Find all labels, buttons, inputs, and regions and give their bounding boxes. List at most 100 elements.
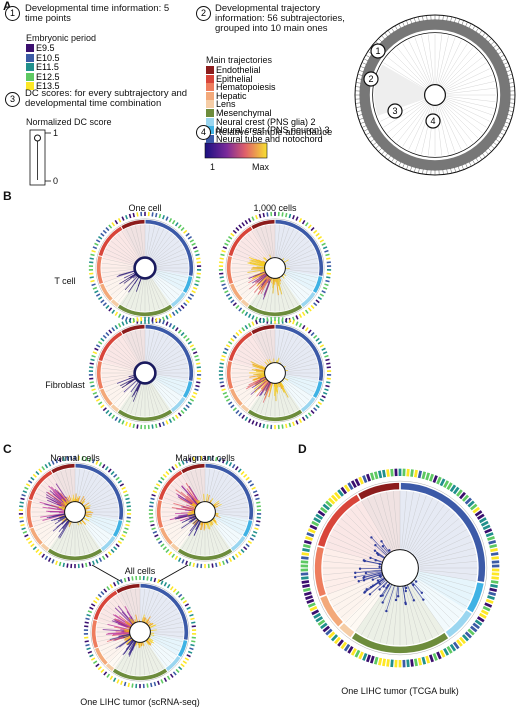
spoke [35,516,65,532]
spoke [150,635,182,647]
time-tick [58,457,62,463]
time-tick [390,659,394,668]
legend-item: E11.5 [26,63,59,72]
time-tick [231,463,236,469]
spoke [231,269,264,274]
spoke [103,271,135,283]
time-tick [192,351,198,355]
spike [119,637,132,648]
center-circle [264,257,286,279]
time-tick [488,539,497,545]
time-tick [222,458,225,464]
spoke [147,639,171,663]
time-tick [189,398,195,402]
spike [54,516,67,525]
schematic-spoke [402,103,430,147]
trajectory-ring [51,463,75,474]
schematic-tick [414,167,416,173]
time-tick [117,323,122,328]
time-tick [255,316,258,322]
schematic-tick [485,150,489,155]
spike [135,277,142,292]
spoke [139,279,144,312]
time-tick [487,535,495,541]
trajectory-ring [96,256,104,284]
spike [77,497,80,503]
time-tick [222,391,228,395]
sector-bg [253,224,275,268]
time-tick [189,239,195,243]
spoke [332,577,383,607]
time-tick [324,354,329,358]
time-tick [89,381,94,384]
time-tick [301,219,306,225]
spoke [215,515,247,527]
spoke [110,275,137,296]
time-tick [131,683,134,688]
time-tick [302,583,310,588]
spoke [125,590,137,622]
time-tick [306,598,315,604]
spike [264,361,269,366]
time-tick [110,548,115,553]
spoke [417,529,468,559]
spoke [285,358,317,370]
spike [196,501,199,505]
time-tick [228,557,233,562]
spoke [260,331,272,363]
time-tick [105,227,110,232]
time-tick [298,418,303,423]
time-tick [472,506,480,514]
spoke [121,335,140,364]
time-tick [95,239,101,243]
time-tick [62,562,65,568]
spoke [121,382,140,411]
spoke [150,612,180,628]
time-tick [255,421,258,427]
time-tick [410,659,414,667]
time-tick [446,645,453,654]
legend-swatch [26,63,34,71]
time-tick [117,313,122,318]
spike-dot [374,559,377,562]
time-tick [114,416,119,422]
time-tick [482,524,491,531]
sector-bg [325,501,400,568]
time-tick [92,351,98,355]
spoke [165,492,195,508]
time-tick [266,212,269,217]
spoke [260,383,272,415]
sector-bg [103,373,145,404]
column-title: One cell [128,203,162,213]
spoke [105,377,135,393]
spoke [282,338,303,365]
trajectory-ring [159,527,173,546]
spike [365,578,385,592]
time-tick [490,548,498,553]
spoke [110,345,137,366]
trajectory-ring [228,226,253,257]
spike [363,572,383,579]
time-tick [35,548,40,553]
time-tick [410,469,414,477]
schematic-tick [384,32,388,37]
schematic-tick [378,148,382,152]
time-tick [417,470,423,479]
time-tick [321,242,326,246]
time-tick [225,239,231,243]
time-tick [298,313,303,318]
ring-outline [25,462,125,562]
spoke [416,523,464,557]
schematic-tick [387,155,391,160]
time-tick [175,591,180,596]
time-tick [190,643,195,647]
spike [68,521,71,525]
time-tick [251,486,256,490]
schematic-tick [402,163,405,169]
time-tick [321,290,326,294]
time-tick [172,588,177,593]
spike [192,502,197,507]
time-tick [439,649,446,658]
trajectory-ring [226,256,234,284]
spike [121,378,137,389]
